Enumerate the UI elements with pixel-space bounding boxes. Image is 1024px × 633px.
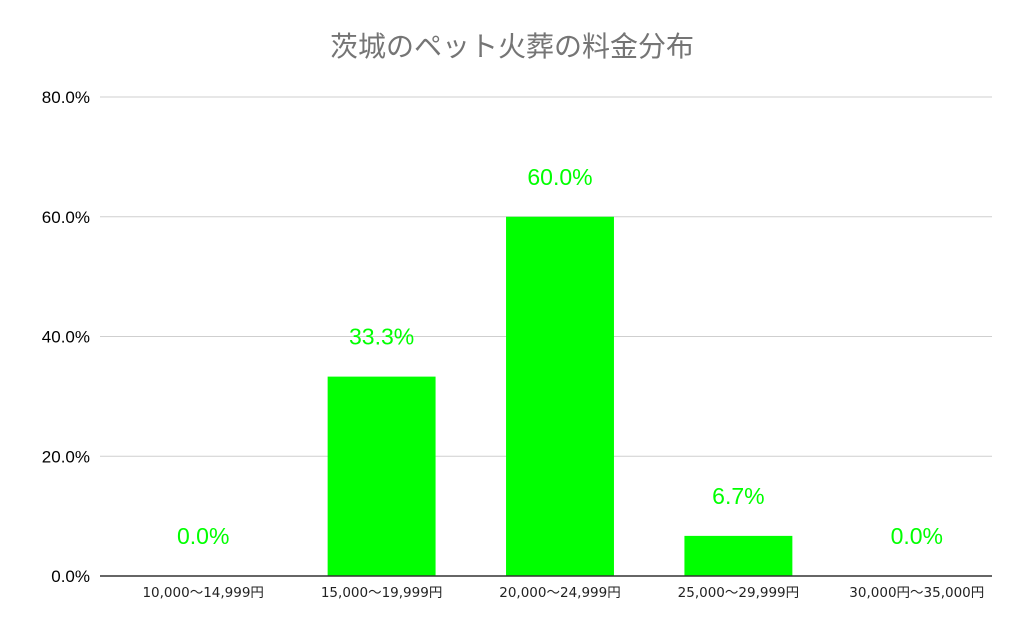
data-label: 0.0% xyxy=(891,523,943,549)
data-label: 33.3% xyxy=(349,324,414,350)
x-tick-label: 25,000〜29,999円 xyxy=(678,585,799,601)
data-label: 0.0% xyxy=(177,523,229,549)
bar xyxy=(506,216,614,576)
bar xyxy=(327,376,436,576)
y-tick-label: 80.0% xyxy=(42,88,90,107)
chart-title: 茨城のペット火葬の料金分布 xyxy=(330,30,694,63)
y-tick-label: 40.0% xyxy=(42,328,90,347)
x-tick-label: 15,000〜19,999円 xyxy=(321,585,442,601)
x-tick-label: 30,000円〜35,000円 xyxy=(849,585,984,601)
y-axis-ticks: 0.0% 20.0% 40.0% 60.0% 80.0% xyxy=(42,88,90,586)
y-tick-label: 20.0% xyxy=(42,447,90,466)
x-tick-label: 20,000〜24,999円 xyxy=(499,585,620,601)
data-label: 6.7% xyxy=(712,483,764,509)
x-tick-label: 10,000〜14,999円 xyxy=(142,585,263,601)
data-label: 60.0% xyxy=(527,164,592,190)
y-tick-label: 0.0% xyxy=(51,567,90,586)
data-labels: 0.0% 33.3% 60.0% 6.7% 0.0% xyxy=(177,164,943,549)
bars xyxy=(327,216,793,576)
bar xyxy=(684,535,793,576)
y-tick-label: 60.0% xyxy=(42,208,90,227)
x-axis-ticks: 10,000〜14,999円 15,000〜19,999円 20,000〜24,99… xyxy=(142,585,984,601)
